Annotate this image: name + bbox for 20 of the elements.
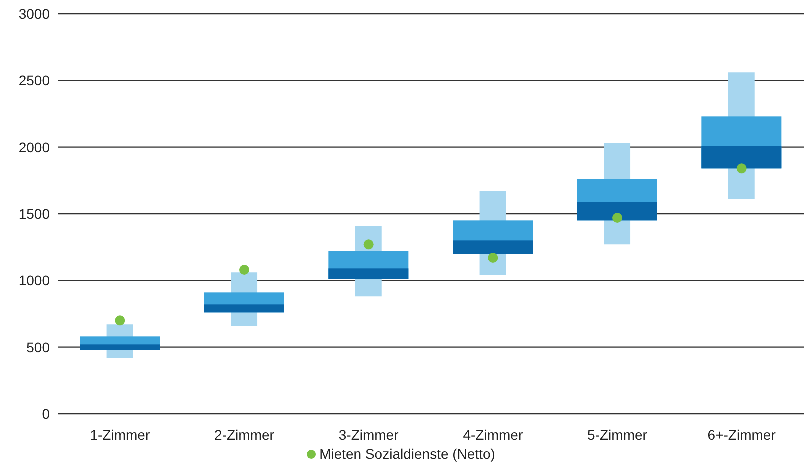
y-tick-label: 500 (26, 339, 50, 356)
y-tick-label: 0 (42, 406, 50, 422)
point (736, 164, 747, 174)
y-tick-label: 2500 (18, 72, 50, 89)
x-tick-label: 4-Zimmer (463, 426, 524, 443)
x-tick-label: 5-Zimmer (588, 426, 648, 443)
x-tick-label: 3-Zimmer (338, 426, 400, 443)
point (488, 253, 498, 263)
x-tick-label: 1-Zimmer (90, 426, 150, 443)
y-tick-label: 1000 (18, 272, 50, 289)
x-tick-label: 2-Zimmer (214, 426, 275, 443)
point (115, 316, 126, 326)
point (240, 265, 250, 275)
x-tick-label: 6+-Zimmer (708, 426, 776, 443)
y-tick-label: 1500 (18, 206, 50, 222)
legend-label: Mieten Sozialdienste (Netto) (320, 446, 496, 462)
point (364, 240, 374, 250)
y-tick-label: 3000 (18, 6, 50, 22)
y-tick-label: 2000 (18, 139, 50, 156)
point (612, 213, 622, 223)
